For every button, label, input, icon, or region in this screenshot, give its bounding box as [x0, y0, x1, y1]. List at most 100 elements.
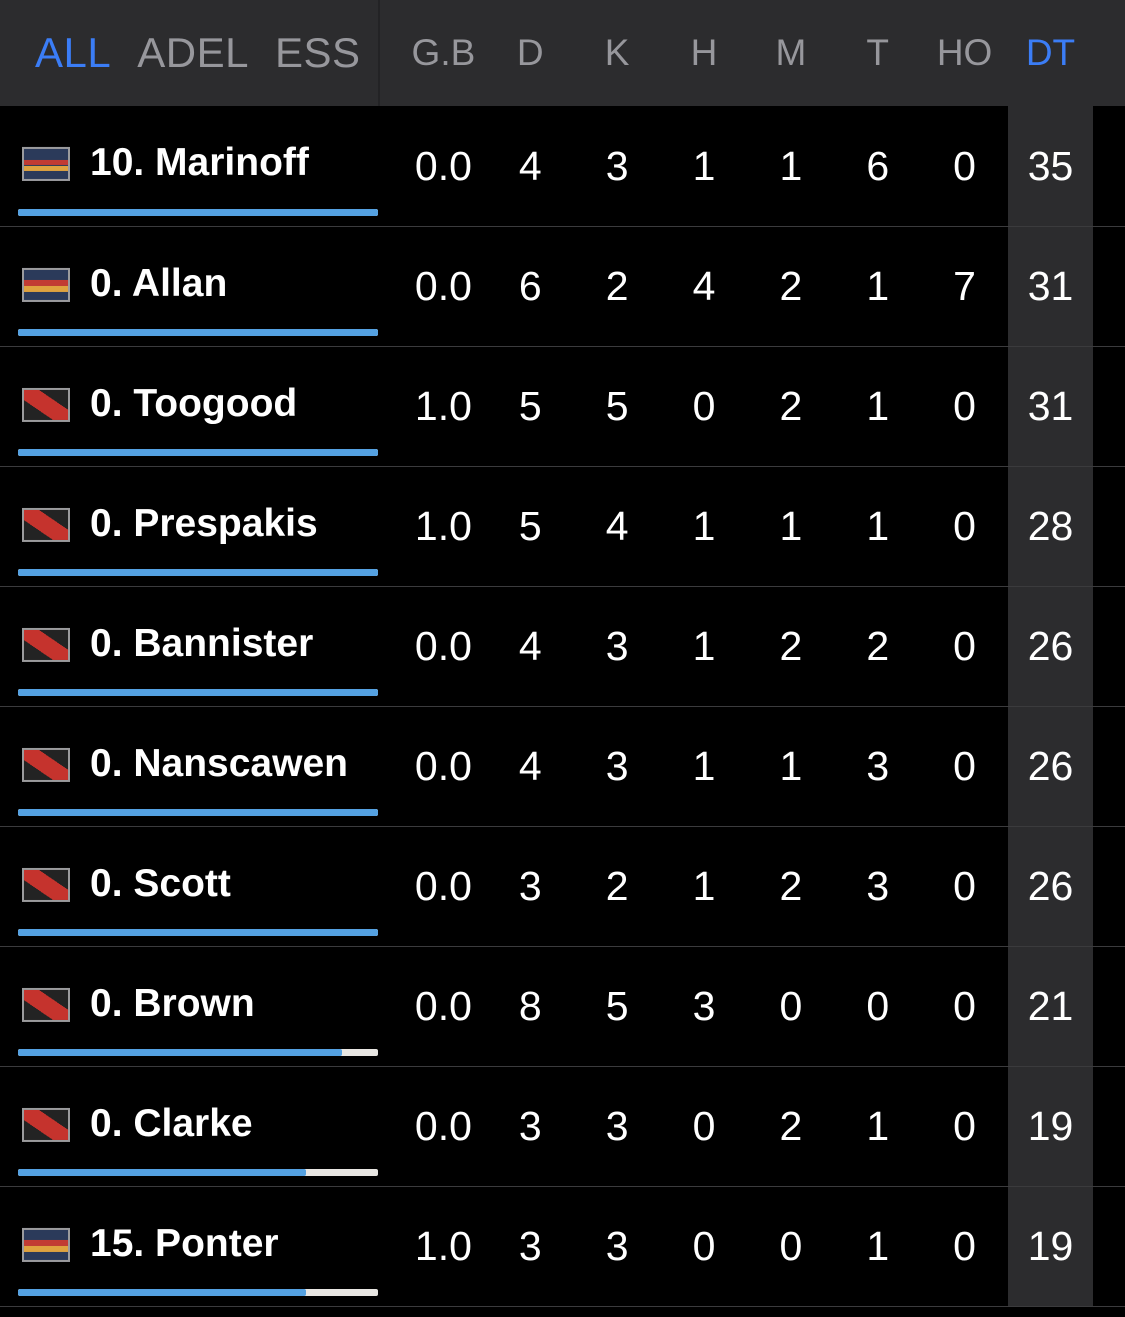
stat-m: 2: [779, 263, 803, 309]
essendon-flag-icon: [22, 387, 70, 422]
player-stats: 1.0 5 5 0 2 1 0: [380, 347, 1008, 466]
stat-h: 1: [692, 142, 716, 189]
stat-gb: 0.0: [414, 1103, 472, 1149]
essendon-flag-icon: [22, 867, 70, 902]
stat-gb: 1.0: [414, 383, 472, 429]
stat-t: 3: [866, 743, 890, 789]
player-name-cell: 0. Allan: [0, 227, 380, 346]
stat-d: 8: [518, 983, 542, 1029]
player-stats: 0.0 4 3 1 2 2 0: [380, 587, 1008, 706]
player-stats: 1.0 5 4 1 1 1 0: [380, 467, 1008, 586]
stat-d: 3: [518, 863, 542, 909]
stat-ho: 0: [953, 623, 976, 669]
stat-ho: 0: [953, 863, 976, 909]
stat-gb: 0.0: [414, 623, 472, 669]
stat-gb: 0.0: [414, 743, 472, 789]
stat-h: 1: [692, 743, 716, 789]
stat-ho: 0: [953, 1103, 976, 1149]
essendon-flag-icon: [22, 1107, 70, 1142]
stat-t: 1: [866, 263, 890, 309]
column-header-h[interactable]: H: [690, 32, 718, 73]
dt-score: 35: [1008, 106, 1093, 226]
time-on-ground-bar-fill: [18, 689, 378, 696]
time-on-ground-bar-fill: [18, 929, 378, 936]
dt-score: 19: [1008, 1067, 1093, 1186]
stat-k: 2: [605, 863, 629, 909]
stat-t: 0: [866, 983, 890, 1029]
player-name: 0. Nanscawen: [90, 742, 348, 785]
time-on-ground-bar: [18, 329, 378, 336]
row-gutter: [1093, 587, 1125, 706]
stat-h: 0: [692, 383, 716, 429]
player-stats: 0.0 8 5 3 0 0 0: [380, 947, 1008, 1066]
column-header-t[interactable]: T: [866, 32, 890, 73]
column-header-k[interactable]: K: [604, 32, 630, 73]
adelaide-flag-icon: [22, 1227, 70, 1262]
time-on-ground-bar: [18, 1169, 378, 1176]
stat-t: 3: [866, 863, 890, 909]
stat-t: 2: [866, 623, 890, 669]
stat-k: 3: [605, 623, 629, 669]
column-header-dt[interactable]: DT: [1025, 32, 1076, 73]
stat-k: 4: [605, 503, 629, 549]
adelaide-flag-icon: [22, 267, 70, 302]
player-name: 0. Scott: [90, 862, 231, 905]
player-row[interactable]: 0. Bannister 0.0 4 3 1 2 2 0 26: [0, 586, 1125, 706]
column-header-d[interactable]: D: [516, 32, 544, 73]
player-name-cell: 15. Ponter: [0, 1187, 380, 1306]
player-name-cell: 0. Brown: [0, 947, 380, 1066]
player-row[interactable]: 10. Marinoff 0.0 4 3 1 1 6 0 35: [0, 106, 1125, 226]
player-row[interactable]: 0. Clarke 0.0 3 3 0 2 1 0 19: [0, 1066, 1125, 1186]
time-on-ground-bar: [18, 1289, 378, 1296]
dt-score: 26: [1008, 827, 1093, 946]
time-on-ground-bar-fill: [18, 1049, 342, 1056]
column-header-gb[interactable]: G.B: [411, 32, 476, 73]
stat-ho: 0: [953, 743, 976, 789]
stat-h: 4: [692, 263, 716, 309]
tab-ess[interactable]: ESS: [274, 29, 361, 76]
stat-m: 1: [779, 503, 803, 549]
row-gutter: [1093, 947, 1125, 1066]
dt-score: 26: [1008, 707, 1093, 826]
player-row[interactable]: 15. Ponter 1.0 3 3 0 0 1 0 19: [0, 1186, 1125, 1306]
row-gutter: [1093, 467, 1125, 586]
filter-tabs: ALL ADEL ESS: [0, 0, 378, 106]
column-header-ho[interactable]: HO: [936, 32, 993, 73]
player-row[interactable]: 0. Scott 0.0 3 2 1 2 3 0 26: [0, 826, 1125, 946]
player-rows: 10. Marinoff 0.0 4 3 1 1 6 0 35 0. Allan: [0, 106, 1125, 1307]
dt-score: 19: [1008, 1187, 1093, 1306]
player-row[interactable]: 0. Toogood 1.0 5 5 0 2 1 0 31: [0, 346, 1125, 466]
player-name-cell: 0. Bannister: [0, 587, 380, 706]
column-header-m[interactable]: M: [775, 32, 807, 73]
stat-k: 3: [605, 142, 629, 189]
player-name: 0. Brown: [90, 982, 255, 1025]
stat-k: 3: [605, 743, 629, 789]
stat-d: 5: [518, 383, 542, 429]
stat-ho: 0: [953, 503, 976, 549]
stat-m: 2: [779, 863, 803, 909]
time-on-ground-bar: [18, 689, 378, 696]
stat-m: 1: [779, 142, 803, 189]
player-row[interactable]: 0. Prespakis 1.0 5 4 1 1 1 0 28: [0, 466, 1125, 586]
time-on-ground-bar-fill: [18, 449, 378, 456]
essendon-flag-icon: [22, 507, 70, 542]
stat-t: 1: [866, 1223, 890, 1269]
row-gutter: [1093, 106, 1125, 226]
time-on-ground-bar-fill: [18, 1289, 306, 1296]
stat-d: 3: [518, 1223, 542, 1269]
tab-all[interactable]: ALL: [35, 29, 112, 76]
player-name-cell: 0. Clarke: [0, 1067, 380, 1186]
stat-h: 0: [692, 1103, 716, 1149]
dt-score: 28: [1008, 467, 1093, 586]
time-on-ground-bar-fill: [18, 569, 378, 576]
row-gutter: [1093, 707, 1125, 826]
tab-adel[interactable]: ADEL: [137, 29, 249, 76]
stat-gb: 0.0: [414, 863, 472, 909]
player-row[interactable]: 0. Nanscawen 0.0 4 3 1 1 3 0 26: [0, 706, 1125, 826]
player-row[interactable]: 0. Brown 0.0 8 5 3 0 0 0 21: [0, 946, 1125, 1066]
time-on-ground-bar: [18, 1049, 378, 1056]
stat-t: 1: [866, 1103, 890, 1149]
adelaide-flag-icon: [22, 146, 70, 181]
time-on-ground-bar: [18, 449, 378, 456]
player-row[interactable]: 0. Allan 0.0 6 2 4 2 1 7 31: [0, 226, 1125, 346]
